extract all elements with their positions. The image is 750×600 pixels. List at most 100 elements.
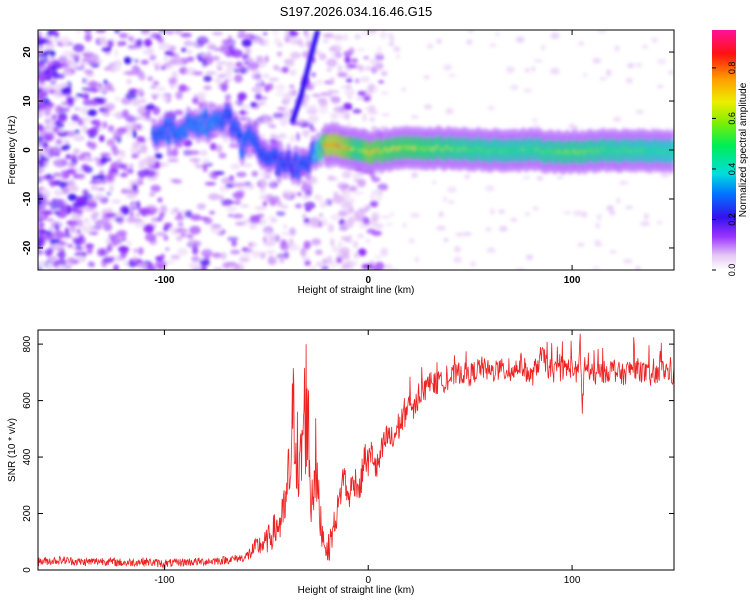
noise-speckle [108, 168, 119, 175]
noise-speckle [184, 210, 193, 218]
noise-speckle [275, 83, 286, 92]
noise-speckle [438, 211, 444, 218]
x-tick-label: 0 [365, 575, 371, 586]
noise-speckle [337, 72, 348, 78]
noise-speckle [618, 180, 629, 186]
noise-speckle [72, 156, 77, 163]
noise-speckle [485, 227, 492, 232]
noise-speckle [242, 53, 250, 58]
noise-speckle [256, 76, 262, 84]
noise-speckle [150, 85, 157, 89]
noise-speckle [364, 66, 372, 71]
noise-speckle [82, 225, 94, 234]
noise-speckle [342, 191, 352, 199]
noise-speckle [103, 222, 113, 232]
noise-speckle [348, 74, 353, 80]
noise-speckle [168, 77, 178, 85]
noise-speckle [258, 118, 268, 124]
noise-speckle [129, 164, 134, 168]
noise-speckle [240, 109, 246, 116]
noise-speckle [46, 85, 55, 90]
noise-speckle [423, 75, 430, 80]
noise-speckle [62, 138, 70, 145]
noise-speckle [295, 132, 301, 142]
noise-speckle [42, 189, 50, 199]
noise-speckle [49, 146, 62, 155]
noise-speckle [178, 67, 189, 75]
noise-speckle [232, 183, 242, 188]
noise-speckle [193, 94, 198, 98]
noise-speckle [274, 91, 287, 97]
noise-speckle [95, 174, 106, 181]
noise-speckle [260, 187, 267, 193]
noise-speckle [44, 248, 53, 257]
noise-speckle [186, 41, 197, 47]
noise-speckle [349, 217, 355, 223]
noise-speckle [309, 266, 317, 270]
noise-speckle [272, 112, 284, 119]
noise-speckle [219, 194, 224, 203]
noise-speckle [656, 220, 663, 225]
noise-speckle [289, 69, 297, 76]
noise-speckle [352, 191, 365, 196]
noise-speckle [453, 256, 462, 264]
noise-speckle [309, 73, 314, 77]
noise-speckle [279, 259, 285, 263]
noise-speckle [357, 233, 365, 239]
noise-speckle [132, 152, 138, 159]
noise-speckle [203, 85, 212, 91]
noise-speckle [197, 97, 205, 102]
noise-speckle [377, 46, 382, 51]
noise-speckle [133, 254, 138, 264]
noise-speckle [275, 211, 286, 217]
noise-speckle [170, 51, 176, 58]
noise-speckle [55, 138, 63, 145]
noise-speckle [164, 30, 175, 35]
noise-speckle [443, 64, 453, 71]
noise-speckle [414, 256, 419, 263]
noise-speckle [119, 154, 127, 158]
noise-speckle [165, 247, 170, 251]
noise-speckle [668, 70, 673, 75]
noise-speckle [550, 32, 560, 40]
noise-speckle [86, 109, 98, 117]
noise-speckle [44, 60, 51, 64]
noise-speckle [125, 92, 137, 100]
noise-speckle [354, 211, 360, 218]
noise-speckle [327, 223, 335, 233]
x-tick-label: 100 [564, 575, 581, 586]
noise-speckle [51, 114, 58, 120]
noise-speckle [289, 84, 295, 89]
colorbar-tick-label: 0.8 [727, 62, 737, 75]
noise-speckle [295, 121, 301, 126]
noise-speckle [112, 136, 118, 140]
noise-speckle [156, 86, 166, 91]
noise-speckle [74, 107, 81, 111]
noise-speckle [353, 252, 360, 259]
noise-speckle [53, 210, 60, 215]
noise-speckle [51, 59, 59, 67]
noise-speckle [431, 180, 437, 185]
noise-speckle [442, 196, 448, 203]
noise-speckle [66, 81, 72, 90]
spectrogram-x-ticks: -100 0 100 [154, 30, 581, 286]
noise-speckle [38, 74, 50, 79]
noise-speckle [262, 73, 270, 79]
noise-speckle [635, 109, 644, 115]
noise-speckle [116, 158, 123, 164]
noise-speckle [133, 248, 139, 254]
noise-speckle [192, 97, 200, 105]
noise-speckle [369, 117, 376, 122]
noise-speckle [190, 214, 202, 221]
noise-speckle [106, 173, 114, 182]
noise-speckle [59, 107, 70, 113]
noise-speckle [84, 157, 94, 162]
noise-speckle [311, 238, 322, 246]
noise-speckle [322, 39, 329, 44]
noise-speckle [213, 267, 223, 270]
noise-speckle [374, 53, 385, 61]
noise-speckle [337, 259, 342, 263]
noise-speckle [368, 105, 376, 112]
noise-speckle [112, 147, 119, 156]
noise-speckle [389, 37, 395, 43]
